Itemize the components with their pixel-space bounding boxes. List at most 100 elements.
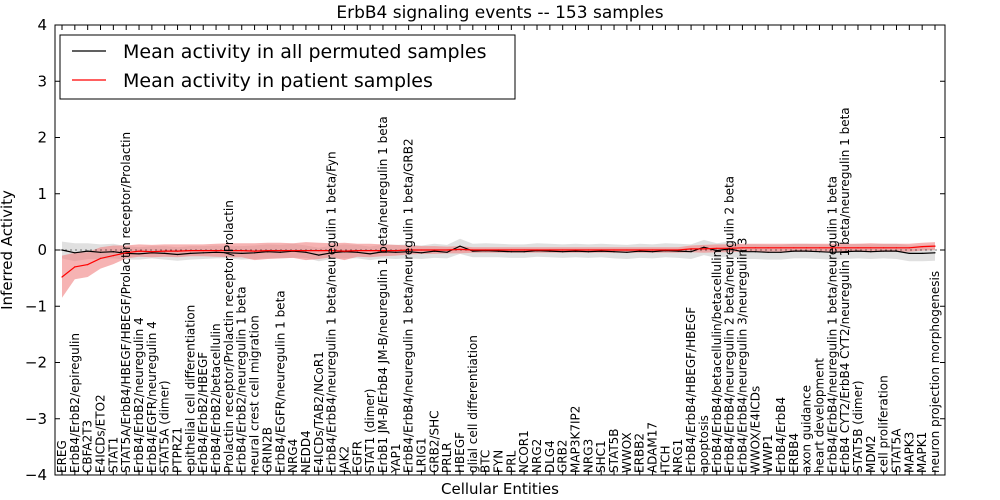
legend-label-permuted: Mean activity in all permuted samples — [123, 41, 486, 63]
data-point-patient — [189, 250, 191, 252]
data-point-permuted — [446, 251, 448, 253]
x-tick-label: JAK2 — [337, 446, 351, 474]
x-tick-label: Prolactin receptor/Prolactin receptor/Pr… — [222, 200, 236, 473]
data-point-permuted — [677, 250, 679, 252]
x-tick-label: ErbB4/ErbB2/neuregulin 4 — [132, 317, 146, 473]
x-tick-label: ErbB4/ErbB4/betacellulin/betacellulin — [710, 250, 724, 473]
data-point-permuted — [318, 254, 320, 256]
data-point-permuted — [215, 251, 217, 253]
data-point-patient — [266, 250, 268, 252]
x-tick-label: WWOX/E4ICDs — [748, 386, 762, 473]
x-tick-label: WWOX — [620, 432, 634, 473]
data-point-patient — [562, 249, 564, 251]
x-tick-label: NRG1 — [671, 439, 685, 473]
x-tick-label: MDM2 — [864, 435, 878, 473]
x-tick-label: ERBB4 — [787, 433, 801, 473]
data-point-patient — [806, 247, 808, 249]
data-point-permuted — [818, 251, 821, 253]
x-tick-label: ErbB4/ErbB2/neuregulin 1 beta — [235, 286, 249, 473]
x-tick-label: GRIN2B — [260, 427, 274, 473]
data-point-permuted — [74, 252, 76, 254]
x-tick-label: GRB2 — [556, 439, 570, 473]
data-point-permuted — [189, 252, 191, 254]
data-point-permuted — [99, 251, 102, 253]
x-tick-label: STAT5A (dimer) — [158, 380, 172, 473]
x-tick-label: cell proliferation — [877, 375, 891, 473]
data-point-patient — [690, 248, 692, 250]
data-point-patient — [176, 250, 179, 252]
data-point-patient — [472, 249, 474, 251]
data-point-permuted — [895, 250, 898, 252]
x-tick-label: ADAM17 — [646, 422, 660, 473]
x-tick-label: ErbB4/EGFR/neuregulin 4 — [145, 321, 159, 473]
data-point-permuted — [164, 252, 166, 254]
data-point-patient — [883, 247, 885, 249]
data-point-permuted — [857, 250, 859, 252]
data-point-permuted — [408, 251, 410, 253]
data-point-permuted — [202, 252, 204, 254]
data-point-permuted — [112, 251, 114, 253]
x-tick-label: NRG3 — [581, 439, 595, 473]
data-point-patient — [215, 250, 217, 252]
y-tick-label: 1 — [37, 185, 47, 203]
x-tick-label: NCOR1 — [517, 430, 531, 473]
data-point-patient — [369, 250, 371, 252]
data-point-patient — [138, 250, 140, 252]
data-point-patient — [125, 252, 127, 254]
data-point-patient — [164, 250, 166, 252]
data-point-patient — [331, 250, 333, 252]
x-tick-label: YAP1 — [389, 444, 403, 474]
data-point-patient — [639, 249, 641, 251]
x-tick-label: CBFA2T3 — [81, 420, 95, 473]
x-tick-label: ITCH — [658, 445, 672, 473]
x-tick-label: LRIG1 — [415, 438, 429, 474]
data-point-patient — [228, 250, 230, 252]
data-point-patient — [99, 257, 102, 259]
data-point-patient — [292, 250, 294, 252]
x-tick-label: STAT5A/ErbB4/HBEGF/HBEGF/Prolactin recep… — [119, 132, 133, 473]
y-tick-label: −2 — [25, 354, 47, 372]
y-tick-label: 0 — [37, 241, 47, 259]
band-patient — [62, 242, 935, 298]
x-tick-label: ErbB4/EGFR/neuregulin 1 beta — [273, 290, 287, 473]
y-tick-label: 4 — [37, 16, 47, 34]
x-tick-label: STAT5A — [890, 428, 904, 473]
x-tick-label: ERBB2 — [633, 433, 647, 473]
x-tick-label: PRLR — [440, 442, 454, 473]
data-point-patient — [241, 250, 243, 252]
x-tick-label: heart development — [813, 358, 827, 473]
data-point-patient — [343, 250, 345, 252]
data-point-patient — [818, 247, 821, 249]
x-tick-label: glial cell differentiation — [466, 335, 480, 473]
data-point-permuted — [549, 250, 551, 252]
data-point-permuted — [883, 250, 885, 252]
data-point-permuted — [600, 250, 602, 252]
data-point-permuted — [921, 252, 923, 254]
x-tick-label: ErbB4/ErbB4/neuregulin 1 beta/neuregulin… — [325, 151, 339, 473]
data-point-patient — [420, 249, 423, 251]
data-point-patient — [677, 249, 679, 251]
x-axis-tick-labels: EREGErbB4/ErbB2/epiregulinCBFA2T3E4ICDs/… — [55, 107, 942, 474]
x-tick-label: EGFR — [350, 441, 364, 473]
data-point-permuted — [908, 252, 910, 254]
data-point-permuted — [767, 251, 769, 253]
data-point-patient — [767, 247, 769, 249]
data-point-permuted — [87, 250, 89, 252]
data-point-patient — [536, 249, 538, 251]
y-axis-ticks: −4 −3 −2 −1 0 1 2 3 4 — [25, 16, 945, 484]
data-point-permuted — [510, 251, 512, 253]
x-tick-label: axon guidance — [800, 385, 814, 473]
data-point-permuted — [472, 250, 474, 252]
x-tick-label: BTC — [479, 450, 493, 473]
x-tick-label: E4ICDs/TAB2/NCoR1 — [312, 351, 326, 473]
data-point-patient — [780, 247, 782, 249]
x-tick-label: ErbB4/ErbB2/betacellulin — [209, 323, 223, 473]
data-point-patient — [87, 264, 89, 266]
y-tick-label: −4 — [25, 466, 47, 484]
data-point-permuted — [754, 251, 756, 253]
data-point-patient — [61, 276, 63, 278]
x-tick-label: neuron projection morphogenesis — [928, 271, 942, 473]
y-tick-label: −3 — [25, 410, 47, 428]
x-tick-label: MAP3K7IP2 — [569, 406, 583, 473]
x-axis-ticks — [61, 25, 936, 475]
